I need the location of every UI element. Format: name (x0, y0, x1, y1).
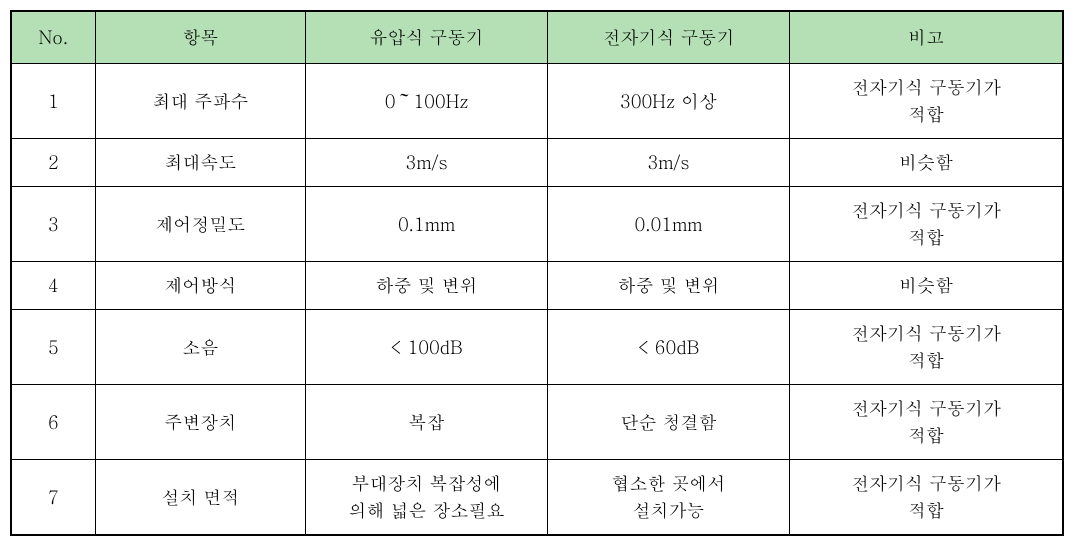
table-header-row: No. 항목 유압식 구동기 전자기식 구동기 비고 (11, 11, 1063, 64)
cell-hydraulic: 3m/s (306, 139, 548, 187)
cell-electromagnetic: < 60dB (548, 310, 790, 385)
cell-hydraulic: 하중 및 변위 (306, 262, 548, 310)
cell-note: 비슷함 (789, 262, 1063, 310)
cell-hydraulic: < 100dB (306, 310, 548, 385)
cell-hydraulic: 0.1mm (306, 187, 548, 262)
cell-note: 전자기식 구동기가적합 (789, 385, 1063, 460)
cell-no: 2 (11, 139, 95, 187)
cell-electromagnetic: 협소한 곳에서설치가능 (548, 460, 790, 536)
cell-electromagnetic: 0.01mm (548, 187, 790, 262)
cell-item: 제어정밀도 (95, 187, 305, 262)
cell-item: 최대 주파수 (95, 64, 305, 139)
cell-no: 1 (11, 64, 95, 139)
cell-note: 전자기식 구동기가적합 (789, 187, 1063, 262)
cell-no: 4 (11, 262, 95, 310)
cell-no: 3 (11, 187, 95, 262)
cell-electromagnetic: 3m/s (548, 139, 790, 187)
header-note: 비고 (789, 11, 1063, 64)
cell-note: 전자기식 구동기가적합 (789, 64, 1063, 139)
cell-note: 전자기식 구동기가적합 (789, 460, 1063, 536)
header-item: 항목 (95, 11, 305, 64)
header-hydraulic: 유압식 구동기 (306, 11, 548, 64)
table-row: 6 주변장치 복잡 단순 청결함 전자기식 구동기가적합 (11, 385, 1063, 460)
table-row: 3 제어정밀도 0.1mm 0.01mm 전자기식 구동기가적합 (11, 187, 1063, 262)
table-row: 4 제어방식 하중 및 변위 하중 및 변위 비슷함 (11, 262, 1063, 310)
cell-item: 주변장치 (95, 385, 305, 460)
cell-no: 7 (11, 460, 95, 536)
comparison-table: No. 항목 유압식 구동기 전자기식 구동기 비고 1 최대 주파수 0～10… (10, 10, 1064, 536)
table-row: 7 설치 면적 부대장치 복잡성에의해 넓은 장소필요 협소한 곳에서설치가능 … (11, 460, 1063, 536)
header-electromagnetic: 전자기식 구동기 (548, 11, 790, 64)
cell-electromagnetic: 300Hz 이상 (548, 64, 790, 139)
table-row: 1 최대 주파수 0～100Hz 300Hz 이상 전자기식 구동기가적합 (11, 64, 1063, 139)
table-row: 2 최대속도 3m/s 3m/s 비슷함 (11, 139, 1063, 187)
cell-item: 최대속도 (95, 139, 305, 187)
cell-hydraulic: 0～100Hz (306, 64, 548, 139)
cell-electromagnetic: 단순 청결함 (548, 385, 790, 460)
cell-item: 소음 (95, 310, 305, 385)
header-no: No. (11, 11, 95, 64)
cell-no: 6 (11, 385, 95, 460)
cell-hydraulic: 복잡 (306, 385, 548, 460)
cell-no: 5 (11, 310, 95, 385)
table-row: 5 소음 < 100dB < 60dB 전자기식 구동기가적합 (11, 310, 1063, 385)
cell-note: 전자기식 구동기가적합 (789, 310, 1063, 385)
cell-item: 제어방식 (95, 262, 305, 310)
cell-item: 설치 면적 (95, 460, 305, 536)
cell-note: 비슷함 (789, 139, 1063, 187)
cell-electromagnetic: 하중 및 변위 (548, 262, 790, 310)
table-body: 1 최대 주파수 0～100Hz 300Hz 이상 전자기식 구동기가적합 2 … (11, 64, 1063, 536)
cell-hydraulic: 부대장치 복잡성에의해 넓은 장소필요 (306, 460, 548, 536)
